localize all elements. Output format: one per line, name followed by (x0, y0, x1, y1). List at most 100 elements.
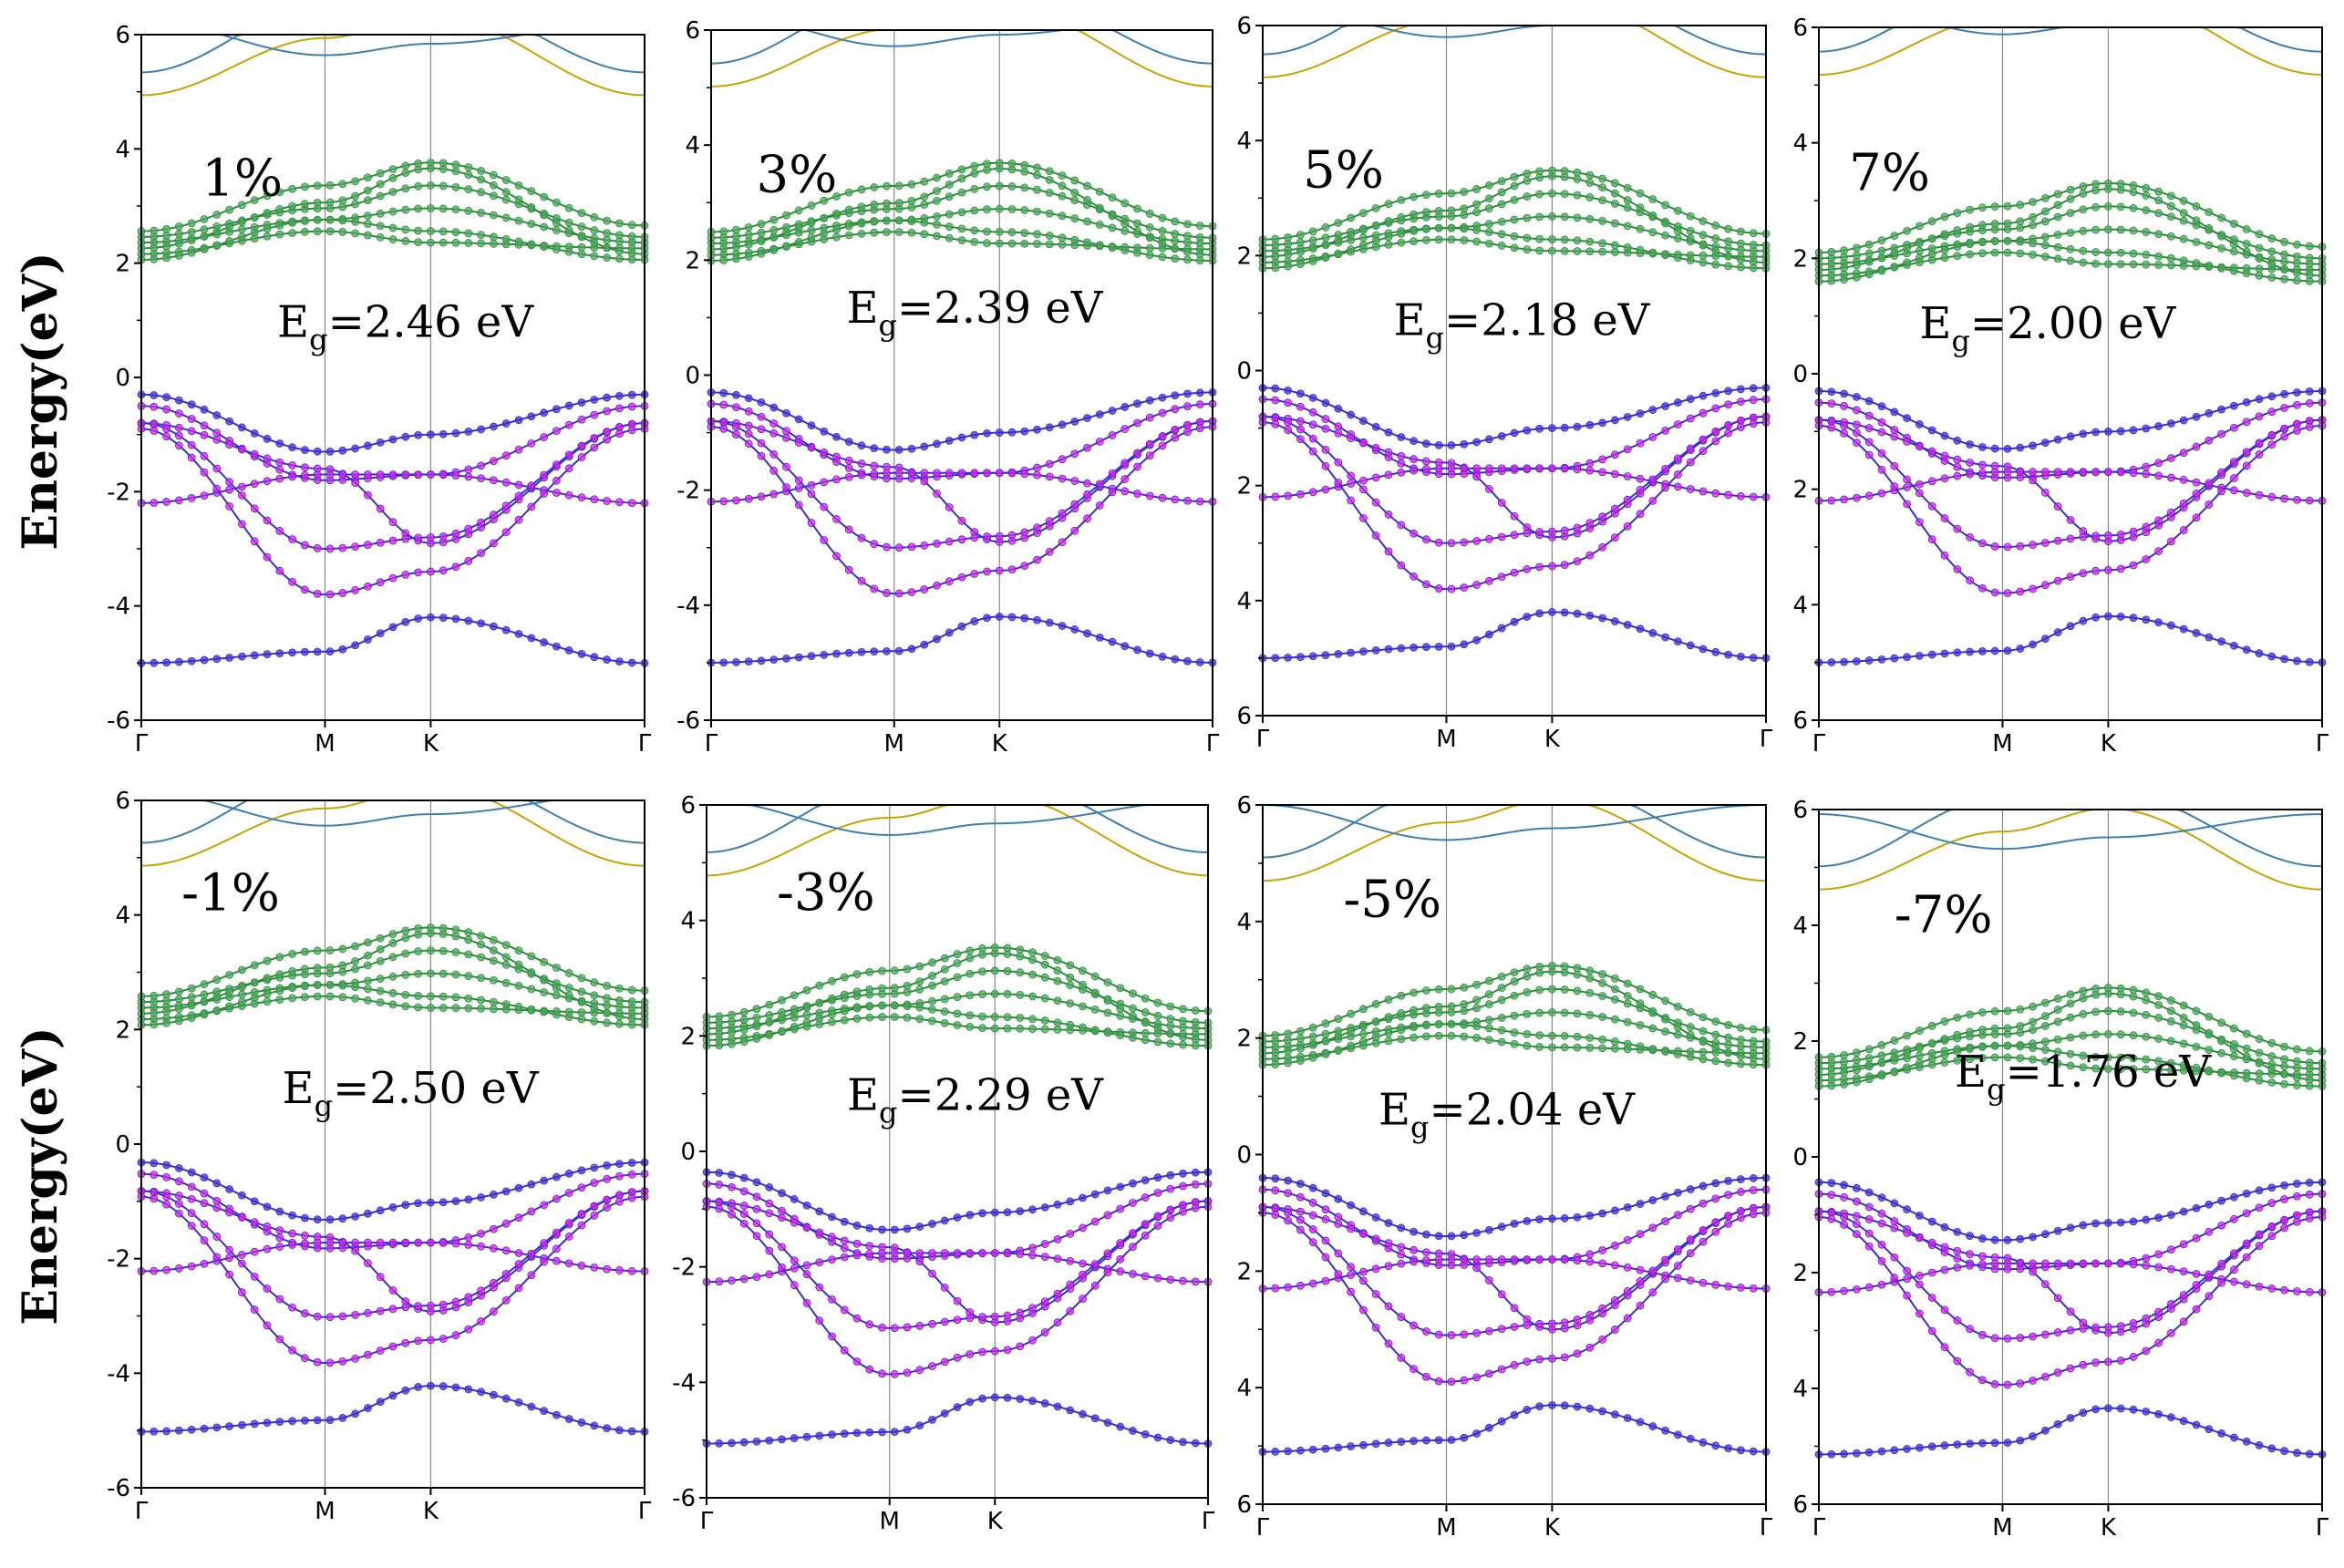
strain-label: 7% (1849, 143, 1930, 202)
band-marker (2103, 260, 2112, 269)
band-marker (1485, 1326, 1493, 1336)
band-marker (225, 970, 234, 979)
gap-value: =2.46 eV (328, 296, 535, 347)
band-marker (1953, 455, 1962, 464)
band-marker (1864, 1045, 1874, 1054)
band-marker (1472, 237, 1481, 246)
kpoint-label: Γ (1206, 730, 1220, 758)
band-marker (1108, 193, 1117, 202)
band-marker (325, 1416, 335, 1425)
band-marker (1611, 248, 1619, 256)
band-marker (1422, 1021, 1430, 1030)
band-marker (915, 985, 924, 994)
band-marker (2142, 1065, 2151, 1074)
band-marker (263, 477, 272, 486)
band-marker (1472, 1429, 1481, 1438)
band-marker (363, 541, 372, 549)
band-marker (1877, 1256, 1886, 1265)
band-marker (995, 428, 1004, 437)
band-marker (1724, 650, 1732, 659)
band-marker (1497, 1290, 1506, 1299)
band-marker (1090, 988, 1100, 997)
band-marker (564, 450, 573, 459)
band-marker (1397, 644, 1406, 653)
band-marker (250, 196, 259, 204)
band-marker (870, 228, 879, 237)
band-marker (426, 238, 435, 247)
band-marker (1523, 529, 1532, 538)
gap-subscript: g (1410, 1109, 1429, 1144)
band-marker (288, 472, 297, 481)
band-line (1262, 25, 1767, 56)
band-marker (615, 391, 624, 400)
band-marker (376, 209, 385, 218)
band-marker (464, 1325, 473, 1334)
band-marker (1116, 1182, 1125, 1191)
band-marker (2142, 469, 2151, 479)
band-marker (325, 227, 335, 236)
band-marker (1827, 248, 1836, 256)
band-marker (844, 463, 853, 472)
band-marker (464, 206, 473, 215)
band-marker (1347, 231, 1355, 240)
band-marker (1573, 1349, 1582, 1358)
band-marker (920, 541, 929, 550)
band-marker (828, 1255, 836, 1264)
band-marker (1171, 391, 1180, 400)
band-marker (1434, 1232, 1443, 1241)
band-marker (2154, 1263, 2163, 1272)
band-marker (1422, 465, 1430, 474)
band-marker (577, 493, 586, 502)
band-marker (490, 457, 498, 465)
band-marker (174, 423, 183, 432)
band-marker (1966, 1232, 1975, 1240)
y-tick-label: 6 (115, 22, 130, 49)
band-marker (1548, 246, 1556, 255)
band-marker (376, 934, 385, 943)
band-marker (1083, 414, 1091, 422)
band-marker (907, 196, 916, 205)
band-marker (715, 1181, 724, 1189)
band-marker (1966, 576, 1975, 585)
band-marker (990, 1346, 999, 1356)
band-marker (1573, 557, 1582, 566)
band-marker (615, 1019, 624, 1028)
band-marker (1497, 1222, 1506, 1232)
band-marker (940, 1249, 949, 1257)
band-marker (590, 212, 599, 222)
band-marker (162, 425, 171, 433)
band-marker (1585, 214, 1595, 223)
band-marker (590, 226, 599, 234)
band-marker (1460, 1376, 1469, 1385)
band-marker (162, 1200, 171, 1209)
band-marker (1560, 1318, 1569, 1327)
band-marker (978, 1249, 986, 1257)
band-marker (907, 217, 916, 226)
band-marker (1560, 1353, 1569, 1362)
band-marker (187, 1182, 196, 1191)
band-marker (790, 1434, 799, 1442)
band-marker (451, 228, 460, 237)
band-marker (501, 451, 511, 460)
band-marker (2129, 527, 2138, 536)
band-marker (2205, 479, 2214, 488)
band-marker (945, 169, 954, 178)
band-marker (2016, 1028, 2025, 1037)
band-marker (1648, 628, 1657, 637)
band-marker (288, 201, 297, 211)
band-marker (275, 1233, 284, 1243)
band-marker (501, 1295, 511, 1305)
band-marker (300, 446, 309, 455)
band-marker (174, 1005, 183, 1014)
band-marker (1321, 1049, 1330, 1058)
band-marker (1611, 450, 1619, 459)
band-marker (1890, 1068, 1899, 1076)
band-marker (1334, 1249, 1343, 1258)
band-marker (1853, 1048, 1861, 1057)
band-marker (2179, 1021, 2188, 1030)
band-marker (250, 480, 259, 488)
band-marker (1535, 424, 1544, 433)
band-marker (490, 1243, 498, 1253)
band-marker (1877, 246, 1886, 255)
